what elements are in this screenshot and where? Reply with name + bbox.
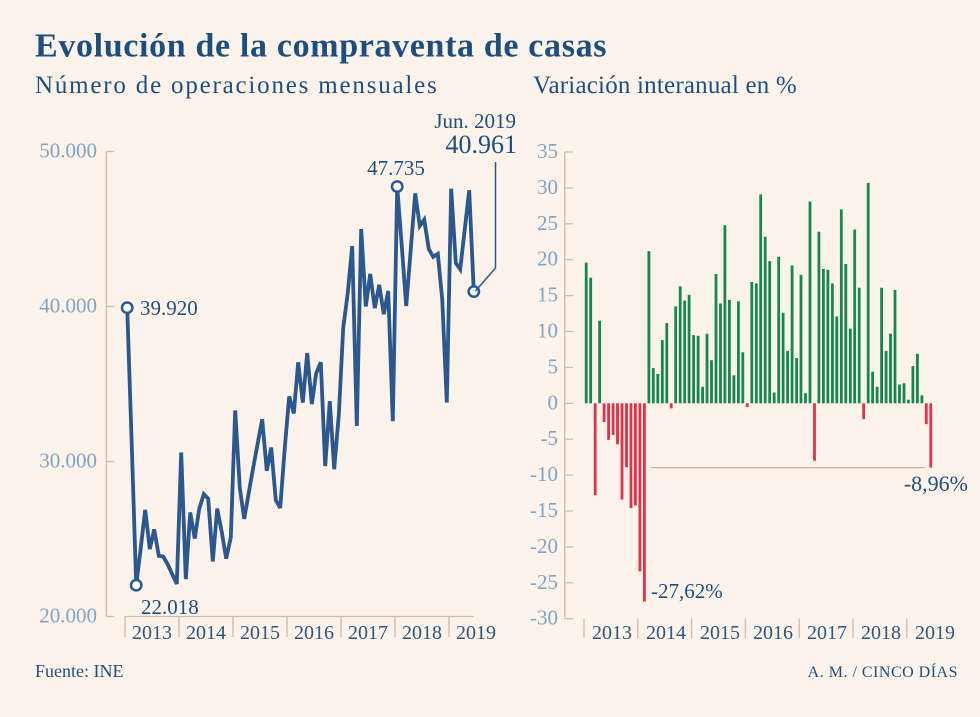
svg-text:Variación interanual en %: Variación interanual en %: [533, 72, 797, 99]
svg-text:20: 20: [537, 247, 558, 271]
svg-text:47.735: 47.735: [367, 156, 425, 180]
svg-text:40.000: 40.000: [39, 294, 97, 318]
svg-text:50.000: 50.000: [39, 139, 97, 163]
svg-text:A. M. / CINCO DÍAS: A. M. / CINCO DÍAS: [808, 662, 958, 681]
svg-text:-15: -15: [530, 498, 558, 522]
svg-text:35: 35: [537, 139, 558, 163]
svg-text:-27,62%: -27,62%: [651, 579, 723, 603]
svg-text:2016: 2016: [294, 622, 334, 644]
svg-text:25: 25: [537, 211, 558, 235]
svg-text:-5: -5: [541, 426, 559, 450]
svg-text:2018: 2018: [861, 622, 901, 644]
svg-text:2017: 2017: [348, 622, 388, 644]
svg-text:-10: -10: [530, 462, 558, 486]
svg-text:2013: 2013: [592, 622, 632, 644]
svg-text:39.920: 39.920: [140, 296, 198, 320]
svg-text:2014: 2014: [186, 622, 226, 644]
svg-text:30.000: 30.000: [39, 449, 97, 473]
svg-text:2018: 2018: [402, 622, 442, 644]
svg-text:40.961: 40.961: [446, 130, 518, 159]
svg-text:2019: 2019: [915, 622, 955, 644]
svg-text:2014: 2014: [646, 622, 686, 644]
svg-text:20.000: 20.000: [39, 604, 97, 628]
svg-text:2019: 2019: [456, 622, 496, 644]
svg-text:2017: 2017: [807, 622, 847, 644]
svg-text:Evolución de la compraventa de: Evolución de la compraventa de casas: [35, 28, 607, 65]
svg-text:-20: -20: [530, 534, 558, 558]
svg-text:-25: -25: [530, 570, 558, 594]
svg-text:5: 5: [548, 354, 559, 378]
svg-text:10: 10: [537, 319, 558, 343]
svg-text:0: 0: [548, 390, 559, 414]
svg-text:22.018: 22.018: [141, 595, 199, 619]
svg-text:-8,96%: -8,96%: [904, 471, 968, 496]
svg-text:2013: 2013: [132, 622, 172, 644]
svg-text:2015: 2015: [240, 622, 280, 644]
svg-text:Fuente: INE: Fuente: INE: [35, 661, 123, 681]
svg-text:15: 15: [537, 283, 558, 307]
svg-text:2015: 2015: [700, 622, 740, 644]
svg-text:-30: -30: [530, 606, 558, 630]
svg-text:Jun. 2019: Jun. 2019: [434, 109, 516, 133]
svg-text:Número de operaciones mensuale: Número de operaciones mensuales: [35, 72, 439, 99]
svg-text:30: 30: [537, 175, 558, 199]
svg-text:2016: 2016: [753, 622, 793, 644]
